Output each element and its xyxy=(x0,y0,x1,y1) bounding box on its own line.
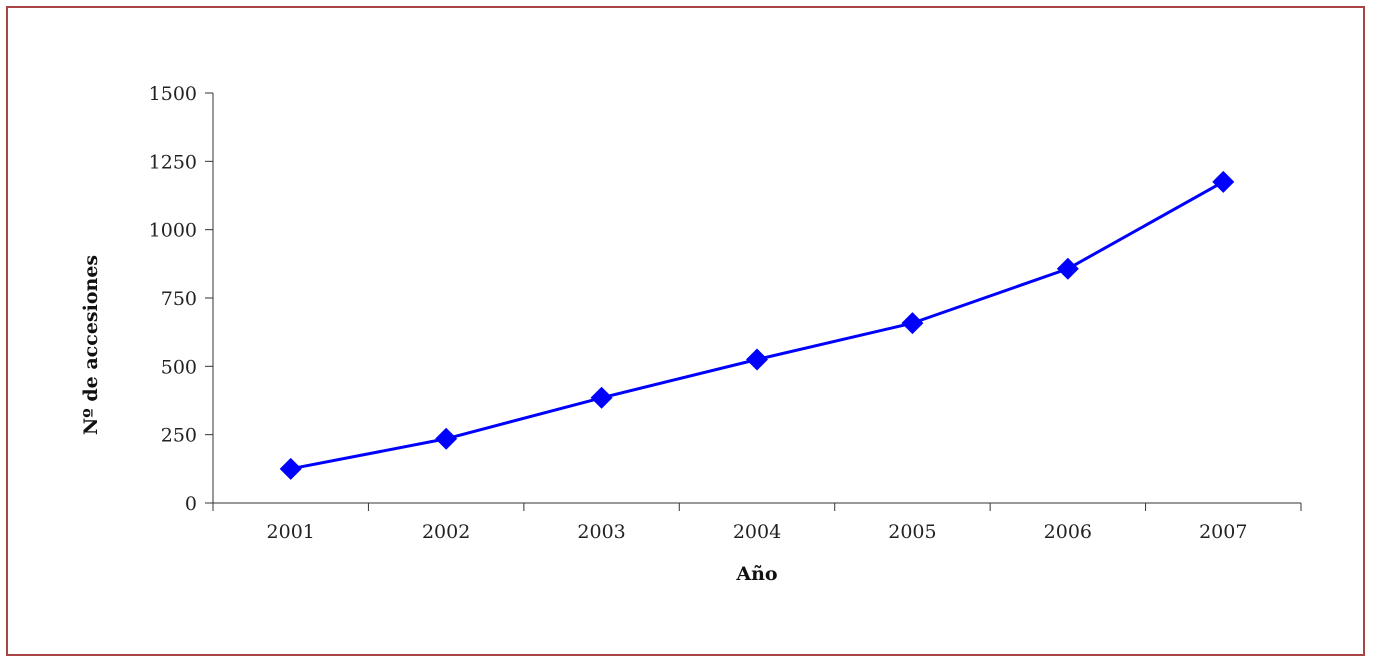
y-tick-label: 0 xyxy=(185,493,197,515)
data-point-marker xyxy=(901,312,923,334)
series-line xyxy=(291,182,1224,469)
data-point-marker xyxy=(435,428,457,450)
x-tick-label: 2005 xyxy=(888,521,936,543)
y-tick-label: 500 xyxy=(161,356,197,378)
x-tick-label: 2003 xyxy=(577,521,625,543)
x-axis-title: Año xyxy=(735,563,777,585)
y-tick-labels: 0 250 500 750 1000 1250 1500 xyxy=(149,83,197,515)
series-layer xyxy=(280,171,1235,480)
y-tick-label: 250 xyxy=(161,425,197,447)
data-point-marker xyxy=(1057,258,1079,280)
y-tick-label: 1500 xyxy=(149,83,197,105)
data-point-marker xyxy=(280,458,302,480)
x-tick-labels: 2001 2002 2003 2004 2005 2006 2007 xyxy=(267,521,1248,543)
x-tick-label: 2006 xyxy=(1044,521,1092,543)
data-point-marker xyxy=(746,349,768,371)
x-tick-label: 2002 xyxy=(422,521,470,543)
y-tick-label: 1000 xyxy=(149,220,197,242)
y-tick-label: 1250 xyxy=(149,151,197,173)
x-tick-label: 2004 xyxy=(733,521,781,543)
y-axis-title: Nº de accesiones xyxy=(80,255,102,435)
data-point-marker xyxy=(1212,171,1234,193)
x-tick-label: 2001 xyxy=(267,521,315,543)
data-point-marker xyxy=(591,387,613,409)
axes xyxy=(205,93,1301,511)
x-tick-label: 2007 xyxy=(1199,521,1247,543)
y-tick-label: 750 xyxy=(161,288,197,310)
